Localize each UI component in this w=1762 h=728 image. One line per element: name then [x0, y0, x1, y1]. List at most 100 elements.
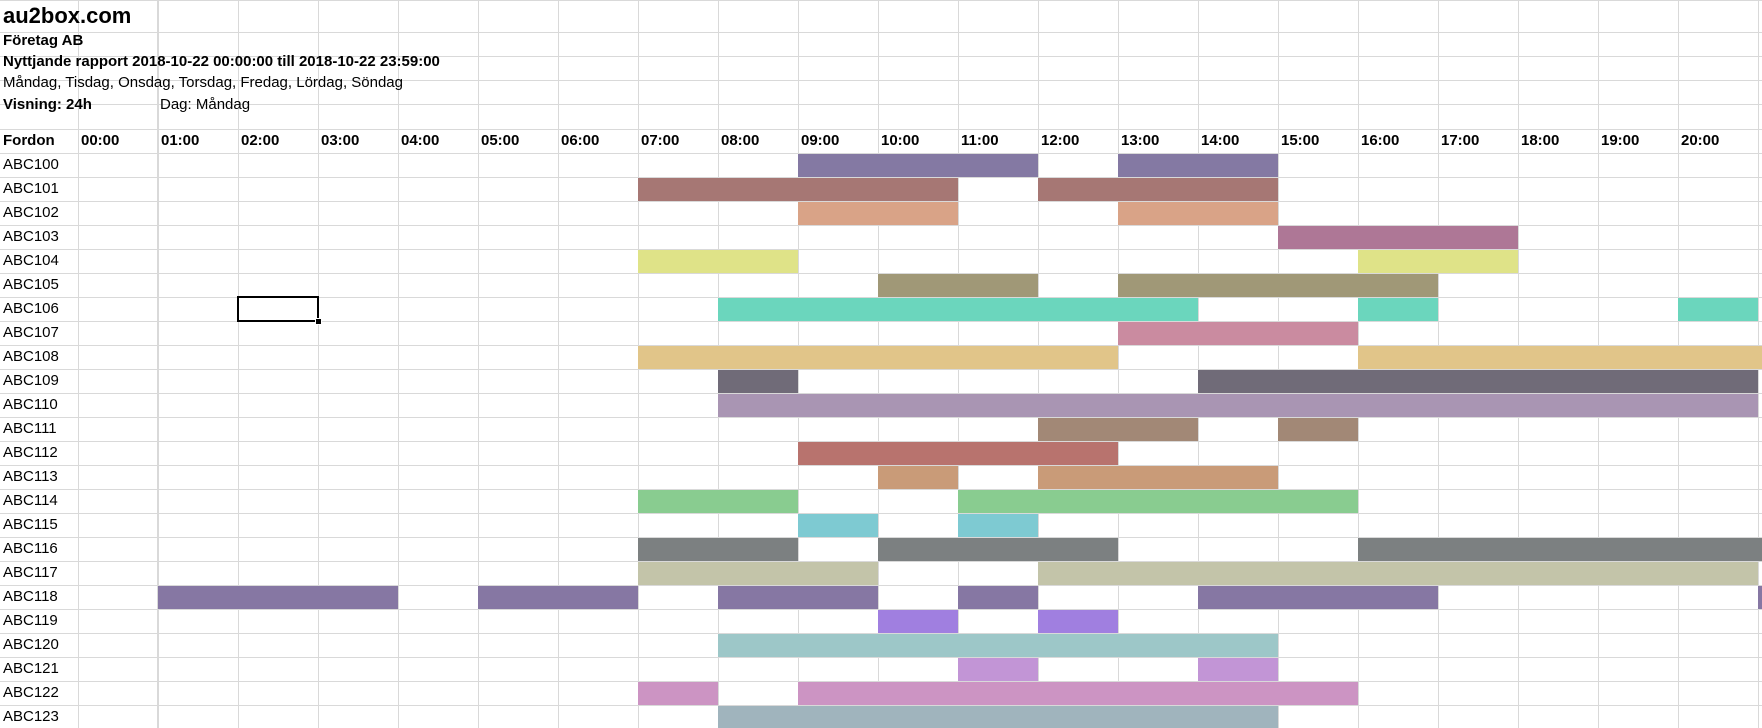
- booking-bar: [798, 514, 878, 537]
- hour-header: 20:00: [1681, 132, 1720, 149]
- hour-header: 09:00: [801, 132, 840, 149]
- hour-header: 12:00: [1041, 132, 1080, 149]
- booking-bar: [798, 682, 1358, 705]
- booking-bar: [1358, 250, 1518, 273]
- booking-bar: [718, 706, 1278, 728]
- vehicle-label: ABC118: [3, 588, 58, 605]
- booking-bar: [1118, 322, 1358, 345]
- vehicle-label: ABC105: [3, 276, 59, 293]
- booking-bar: [1038, 562, 1758, 585]
- row-gridline: [0, 681, 1762, 682]
- booking-bar: [638, 538, 798, 561]
- vehicle-label: ABC107: [3, 324, 59, 341]
- row-gridline: [0, 321, 1762, 322]
- selected-cell[interactable]: [237, 296, 319, 322]
- vehicle-label: ABC102: [3, 204, 59, 221]
- hour-header: 13:00: [1121, 132, 1160, 149]
- row-gridline: [0, 393, 1762, 394]
- row-gridline: [0, 249, 1762, 250]
- row-gridline: [0, 345, 1762, 346]
- booking-bar: [1278, 226, 1518, 249]
- row-gridline: [0, 56, 1762, 57]
- column-gridline: [398, 0, 399, 728]
- hour-header: 16:00: [1361, 132, 1400, 149]
- column-gridline: [78, 0, 79, 728]
- row-gridline: [0, 561, 1762, 562]
- booking-bar: [1118, 154, 1278, 177]
- booking-bar: [1278, 418, 1358, 441]
- hour-header: 19:00: [1601, 132, 1640, 149]
- vehicle-label: ABC104: [3, 252, 59, 269]
- vehicle-column-header: Fordon: [3, 132, 55, 149]
- booking-bar: [718, 394, 1758, 417]
- fill-handle[interactable]: [315, 318, 322, 325]
- booking-bar: [718, 586, 878, 609]
- booking-bar: [638, 346, 1118, 369]
- row-gridline: [0, 441, 1762, 442]
- vehicle-label: ABC112: [3, 444, 58, 461]
- row-gridline: [0, 537, 1762, 538]
- row-gridline: [0, 489, 1762, 490]
- booking-bar: [878, 610, 958, 633]
- booking-bar: [478, 586, 638, 609]
- day-label: Dag: Måndag: [160, 96, 251, 113]
- booking-bar: [1118, 274, 1438, 297]
- row-gridline: [0, 201, 1762, 202]
- hour-header: 05:00: [481, 132, 520, 149]
- vehicle-label: ABC109: [3, 372, 59, 389]
- booking-bar: [1038, 610, 1118, 633]
- booking-bar: [958, 490, 1358, 513]
- row-gridline: [0, 104, 1762, 105]
- column-gridline: [238, 0, 239, 728]
- row-gridline: [0, 369, 1762, 370]
- booking-bar: [718, 370, 798, 393]
- booking-bar: [638, 562, 878, 585]
- vehicle-label: ABC106: [3, 300, 59, 317]
- vehicle-label: ABC111: [3, 420, 57, 437]
- vehicle-label: ABC113: [3, 468, 58, 485]
- row-gridline: [0, 297, 1762, 298]
- booking-bar: [1118, 202, 1278, 225]
- column-gridline: [1118, 0, 1119, 728]
- row-gridline: [0, 225, 1762, 226]
- booking-bar: [1198, 586, 1438, 609]
- booking-bar: [1358, 538, 1762, 561]
- booking-bar: [958, 658, 1038, 681]
- row-gridline: [0, 657, 1762, 658]
- vehicle-label: ABC123: [3, 708, 59, 725]
- view-mode: Visning: 24h: [3, 96, 92, 113]
- column-gridline: [478, 0, 479, 728]
- hour-header: 00:00: [81, 132, 120, 149]
- row-gridline: [0, 32, 1762, 33]
- row-gridline: [0, 273, 1762, 274]
- vehicle-label: ABC101: [3, 180, 59, 197]
- booking-bar: [798, 202, 958, 225]
- vehicle-label: ABC110: [3, 396, 58, 413]
- booking-bar: [718, 298, 1198, 321]
- booking-bar: [1038, 178, 1278, 201]
- vehicle-label: ABC114: [3, 492, 58, 509]
- row-gridline: [0, 465, 1762, 466]
- booking-bar: [1758, 586, 1762, 609]
- vehicle-label: ABC117: [3, 564, 58, 581]
- booking-bar: [1358, 298, 1438, 321]
- row-gridline: [0, 129, 1762, 130]
- hour-header: 04:00: [401, 132, 440, 149]
- hour-header: 14:00: [1201, 132, 1240, 149]
- row-gridline: [0, 0, 1762, 1]
- vehicle-label: ABC122: [3, 684, 59, 701]
- vehicle-label: ABC120: [3, 636, 59, 653]
- row-gridline: [0, 153, 1762, 154]
- site-title: au2box.com: [3, 3, 132, 28]
- booking-bar: [1678, 298, 1758, 321]
- hour-header: 10:00: [881, 132, 920, 149]
- vehicle-label: ABC108: [3, 348, 59, 365]
- hour-header: 18:00: [1521, 132, 1560, 149]
- row-gridline: [0, 177, 1762, 178]
- hour-header: 15:00: [1281, 132, 1320, 149]
- column-gridline: [158, 0, 159, 728]
- column-gridline: [558, 0, 559, 728]
- row-gridline: [0, 513, 1762, 514]
- booking-bar: [1038, 466, 1278, 489]
